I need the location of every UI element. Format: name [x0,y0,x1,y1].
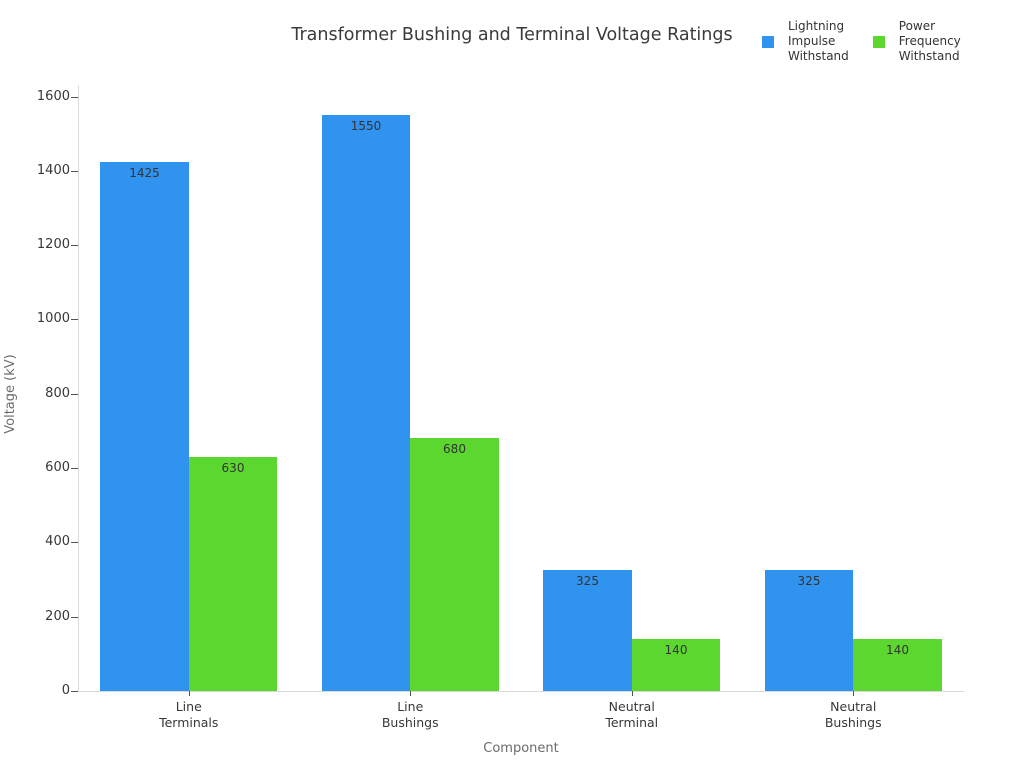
y-tick-mark [71,170,78,172]
x-tick-label: Line Terminals [159,699,219,730]
y-tick-label: 1400 [36,162,70,178]
x-tick-mark [410,691,412,696]
y-tick-mark [71,393,78,395]
bar-value-label: 1550 [350,119,382,134]
y-tick-mark [71,468,78,470]
bar-green-4 [853,638,942,691]
legend-label: Lightning Impulse Withstand [788,19,849,63]
y-tick-label: 600 [45,460,70,476]
x-tick-label: Neutral Bushings [824,699,882,730]
y-tick-label: 0 [61,683,70,698]
legend-item-power-frequency: Power Frequency Withstand [872,19,961,64]
bar-value-label: 325 [797,574,821,589]
y-tick-mark [71,691,78,692]
x-axis-spine [78,691,964,692]
bar-green-1 [188,456,278,691]
legend-swatch-green-icon [872,35,885,48]
chart-title: Transformer Bushing and Terminal Voltage… [291,25,733,45]
x-tick-mark [853,691,855,696]
bar-blue-3 [543,570,632,691]
x-tick-mark [631,691,633,696]
y-tick-mark [71,96,78,98]
legend: Lightning Impulse Withstand Power Freque… [762,19,961,64]
bar-blue-2 [321,115,411,691]
y-tick-mark [71,616,78,618]
bar-green-2 [410,438,499,691]
y-tick-mark [71,245,78,247]
y-axis-spine [78,86,79,691]
legend-swatch-blue-icon [762,35,774,48]
bar-value-label: 1425 [129,165,160,180]
bar-blue-1 [100,161,189,691]
bar-blue-4 [764,570,854,691]
y-tick-mark [71,542,78,544]
bar-value-label: 140 [664,642,688,657]
x-axis-title: Component [483,741,559,756]
y-tick-label: 1200 [36,237,70,253]
y-tick-label: 800 [45,385,70,401]
y-tick-label: 400 [45,534,70,550]
x-tick-label: Line Bushings [381,699,439,730]
bar-value-label: 140 [886,642,909,657]
bar-value-label: 680 [443,442,466,457]
bar-value-label: 630 [221,460,245,475]
x-tick-label: Neutral Terminal [605,699,659,730]
x-tick-mark [188,691,190,696]
bar-green-3 [631,638,721,691]
y-tick-label: 1600 [36,88,70,104]
bar-value-label: 325 [576,574,599,589]
legend-label: Power Frequency Withstand [898,19,961,63]
legend-item-lightning-impulse: Lightning Impulse Withstand [762,19,849,64]
y-tick-label: 1000 [36,311,70,327]
y-tick-mark [71,319,78,321]
y-tick-label: 200 [45,608,70,624]
